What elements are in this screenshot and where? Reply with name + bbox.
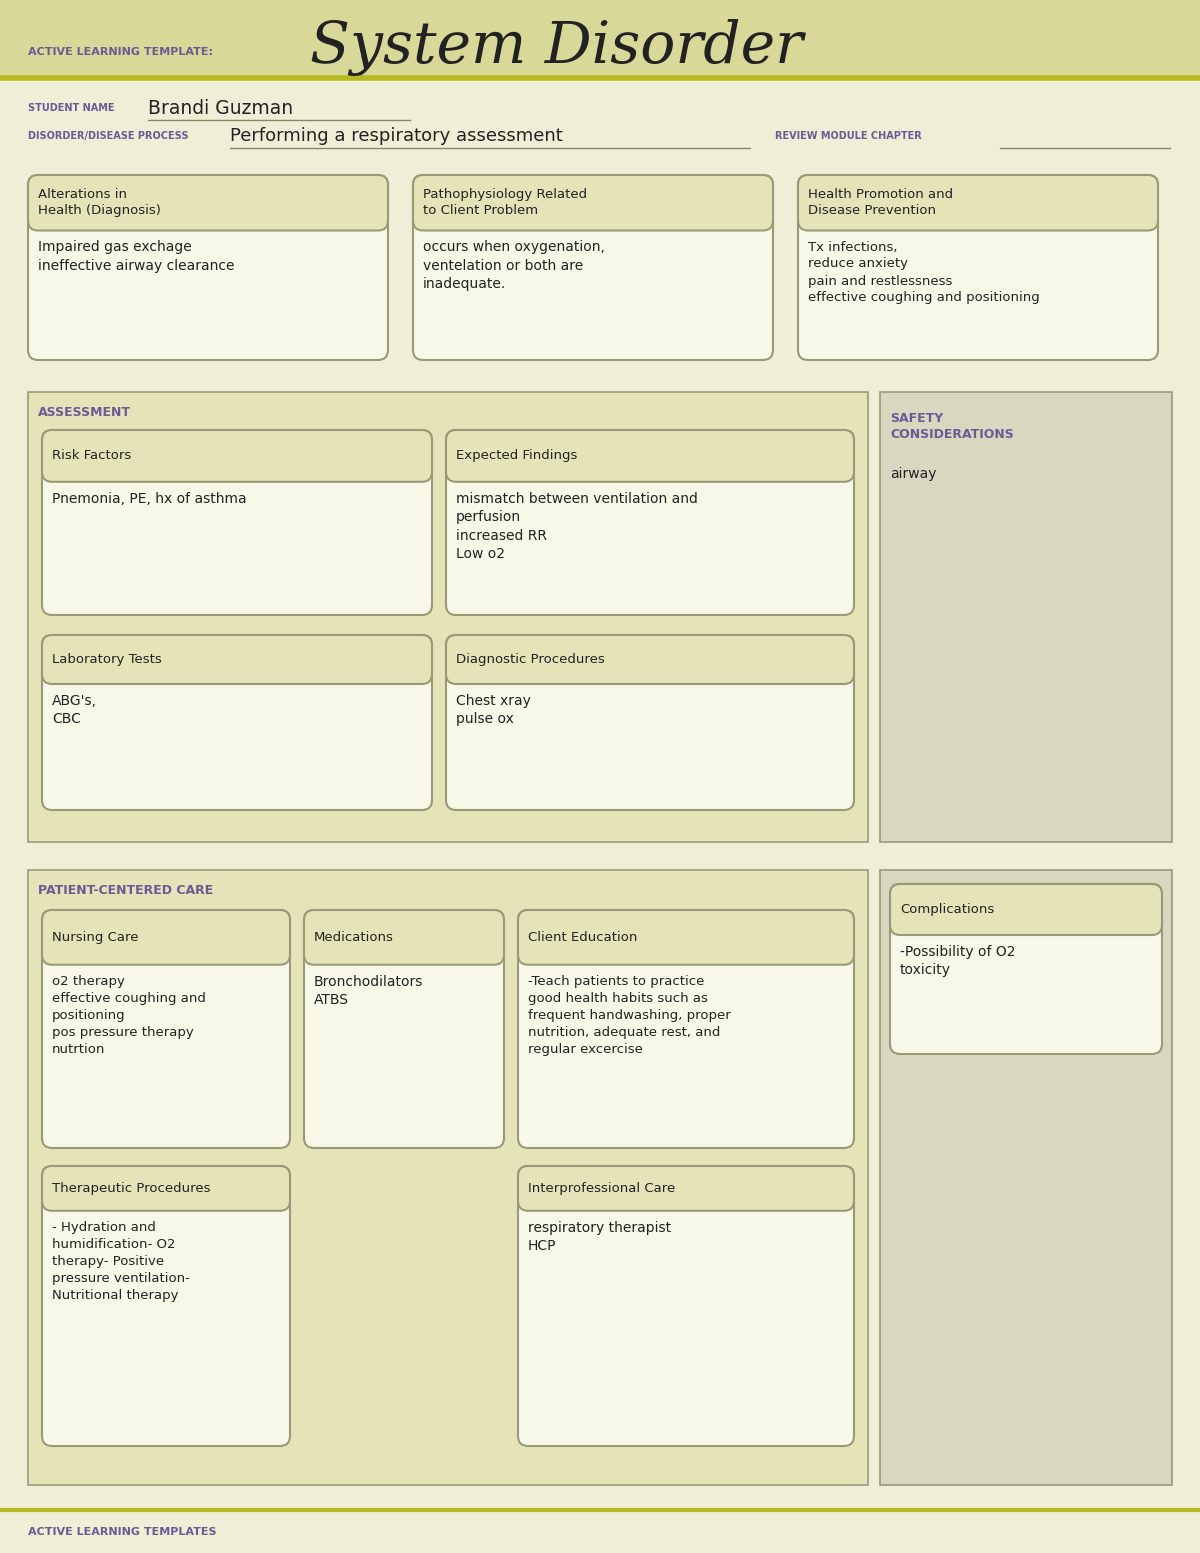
FancyBboxPatch shape — [42, 430, 432, 615]
FancyBboxPatch shape — [42, 910, 290, 1148]
Text: Impaired gas exchage
ineffective airway clearance: Impaired gas exchage ineffective airway … — [38, 241, 234, 273]
FancyBboxPatch shape — [518, 1166, 854, 1446]
Text: SAFETY
CONSIDERATIONS: SAFETY CONSIDERATIONS — [890, 412, 1014, 441]
Text: Laboratory Tests: Laboratory Tests — [52, 652, 162, 666]
Text: Brandi Guzman: Brandi Guzman — [148, 98, 293, 118]
FancyBboxPatch shape — [42, 635, 432, 811]
Text: STUDENT NAME: STUDENT NAME — [28, 102, 114, 113]
FancyBboxPatch shape — [446, 635, 854, 683]
FancyBboxPatch shape — [304, 910, 504, 1148]
Text: Complications: Complications — [900, 902, 995, 916]
Text: Client Education: Client Education — [528, 930, 637, 944]
FancyBboxPatch shape — [28, 175, 388, 360]
FancyBboxPatch shape — [890, 884, 1162, 1054]
Text: Pathophysiology Related
to Client Problem: Pathophysiology Related to Client Proble… — [424, 188, 587, 217]
FancyBboxPatch shape — [446, 430, 854, 481]
Text: Performing a respiratory assessment: Performing a respiratory assessment — [230, 127, 563, 144]
FancyBboxPatch shape — [518, 1166, 854, 1211]
Bar — [0, 0, 1200, 78]
FancyBboxPatch shape — [798, 175, 1158, 230]
FancyBboxPatch shape — [518, 910, 854, 1148]
Text: PATIENT-CENTERED CARE: PATIENT-CENTERED CARE — [38, 884, 214, 896]
Text: Alterations in
Health (Diagnosis): Alterations in Health (Diagnosis) — [38, 188, 161, 217]
Text: Bronchodilators
ATBS: Bronchodilators ATBS — [314, 975, 424, 1008]
FancyBboxPatch shape — [798, 175, 1158, 360]
Text: Health Promotion and
Disease Prevention: Health Promotion and Disease Prevention — [808, 188, 953, 217]
FancyBboxPatch shape — [42, 1166, 290, 1446]
Text: Risk Factors: Risk Factors — [52, 449, 131, 463]
Text: ABG's,
CBC: ABG's, CBC — [52, 694, 97, 727]
FancyBboxPatch shape — [413, 175, 773, 360]
Text: - Hydration and
humidification- O2
therapy- Positive
pressure ventilation-
Nutri: - Hydration and humidification- O2 thera… — [52, 1221, 190, 1301]
FancyBboxPatch shape — [42, 635, 432, 683]
FancyBboxPatch shape — [890, 884, 1162, 935]
Text: ACTIVE LEARNING TEMPLATE:: ACTIVE LEARNING TEMPLATE: — [28, 47, 214, 57]
FancyBboxPatch shape — [304, 910, 504, 964]
FancyBboxPatch shape — [42, 1166, 290, 1211]
Text: respiratory therapist
HCP: respiratory therapist HCP — [528, 1221, 671, 1253]
Text: -Possibility of O2
toxicity: -Possibility of O2 toxicity — [900, 944, 1015, 977]
Text: REVIEW MODULE CHAPTER: REVIEW MODULE CHAPTER — [775, 130, 922, 141]
FancyBboxPatch shape — [446, 635, 854, 811]
Text: Chest xray
pulse ox: Chest xray pulse ox — [456, 694, 530, 727]
Text: ACTIVE LEARNING TEMPLATES: ACTIVE LEARNING TEMPLATES — [28, 1527, 216, 1537]
FancyBboxPatch shape — [42, 910, 290, 964]
Text: Medications: Medications — [314, 930, 394, 944]
Text: Therapeutic Procedures: Therapeutic Procedures — [52, 1182, 210, 1194]
Bar — [880, 870, 1172, 1485]
FancyBboxPatch shape — [518, 910, 854, 964]
Text: airway: airway — [890, 467, 936, 481]
Text: Nursing Care: Nursing Care — [52, 930, 138, 944]
Text: mismatch between ventilation and
perfusion
increased RR
Low o2: mismatch between ventilation and perfusi… — [456, 492, 698, 561]
Text: Interprofessional Care: Interprofessional Care — [528, 1182, 676, 1194]
Text: occurs when oxygenation,
ventelation or both are
inadequate.: occurs when oxygenation, ventelation or … — [424, 241, 605, 292]
FancyBboxPatch shape — [42, 430, 432, 481]
FancyBboxPatch shape — [413, 175, 773, 230]
FancyBboxPatch shape — [28, 175, 388, 230]
Text: DISORDER/DISEASE PROCESS: DISORDER/DISEASE PROCESS — [28, 130, 188, 141]
Text: ASSESSMENT: ASSESSMENT — [38, 405, 131, 418]
Text: System Disorder: System Disorder — [310, 20, 803, 76]
Text: Expected Findings: Expected Findings — [456, 449, 577, 463]
Bar — [880, 391, 1172, 842]
FancyBboxPatch shape — [446, 430, 854, 615]
Bar — [28, 391, 868, 842]
Text: Tx infections,
reduce anxiety
pain and restlessness
effective coughing and posit: Tx infections, reduce anxiety pain and r… — [808, 241, 1039, 304]
Text: Diagnostic Procedures: Diagnostic Procedures — [456, 652, 605, 666]
Text: -Teach patients to practice
good health habits such as
frequent handwashing, pro: -Teach patients to practice good health … — [528, 975, 731, 1056]
Text: Pnemonia, PE, hx of asthma: Pnemonia, PE, hx of asthma — [52, 492, 247, 506]
Text: o2 therapy
effective coughing and
positioning
pos pressure therapy
nutrtion: o2 therapy effective coughing and positi… — [52, 975, 206, 1056]
Bar — [28, 870, 868, 1485]
